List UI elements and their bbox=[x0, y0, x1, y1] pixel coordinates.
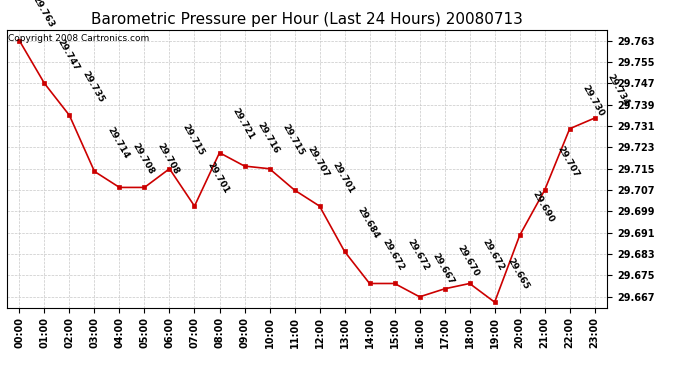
Text: 29.734: 29.734 bbox=[606, 72, 631, 107]
Text: 29.715: 29.715 bbox=[281, 123, 306, 158]
Text: 29.701: 29.701 bbox=[206, 160, 230, 195]
Text: 29.747: 29.747 bbox=[55, 38, 81, 72]
Title: Barometric Pressure per Hour (Last 24 Hours) 20080713: Barometric Pressure per Hour (Last 24 Ho… bbox=[91, 12, 523, 27]
Text: 29.672: 29.672 bbox=[481, 238, 506, 272]
Text: 29.735: 29.735 bbox=[81, 70, 106, 104]
Text: 29.684: 29.684 bbox=[355, 206, 381, 240]
Text: 29.665: 29.665 bbox=[506, 256, 531, 291]
Text: 29.672: 29.672 bbox=[381, 238, 406, 272]
Text: 29.667: 29.667 bbox=[431, 251, 456, 286]
Text: 29.707: 29.707 bbox=[306, 144, 331, 179]
Text: 29.763: 29.763 bbox=[30, 0, 56, 30]
Text: 29.708: 29.708 bbox=[155, 142, 181, 176]
Text: 29.707: 29.707 bbox=[555, 144, 581, 179]
Text: 29.730: 29.730 bbox=[581, 83, 606, 118]
Text: 29.708: 29.708 bbox=[130, 142, 156, 176]
Text: 29.701: 29.701 bbox=[331, 160, 356, 195]
Text: 29.690: 29.690 bbox=[531, 190, 556, 224]
Text: Copyright 2008 Cartronics.com: Copyright 2008 Cartronics.com bbox=[8, 34, 149, 43]
Text: 29.714: 29.714 bbox=[106, 126, 131, 160]
Text: 29.672: 29.672 bbox=[406, 238, 431, 272]
Text: 29.721: 29.721 bbox=[230, 107, 256, 142]
Text: 29.716: 29.716 bbox=[255, 120, 281, 155]
Text: 29.715: 29.715 bbox=[181, 123, 206, 158]
Text: 29.670: 29.670 bbox=[455, 243, 481, 278]
